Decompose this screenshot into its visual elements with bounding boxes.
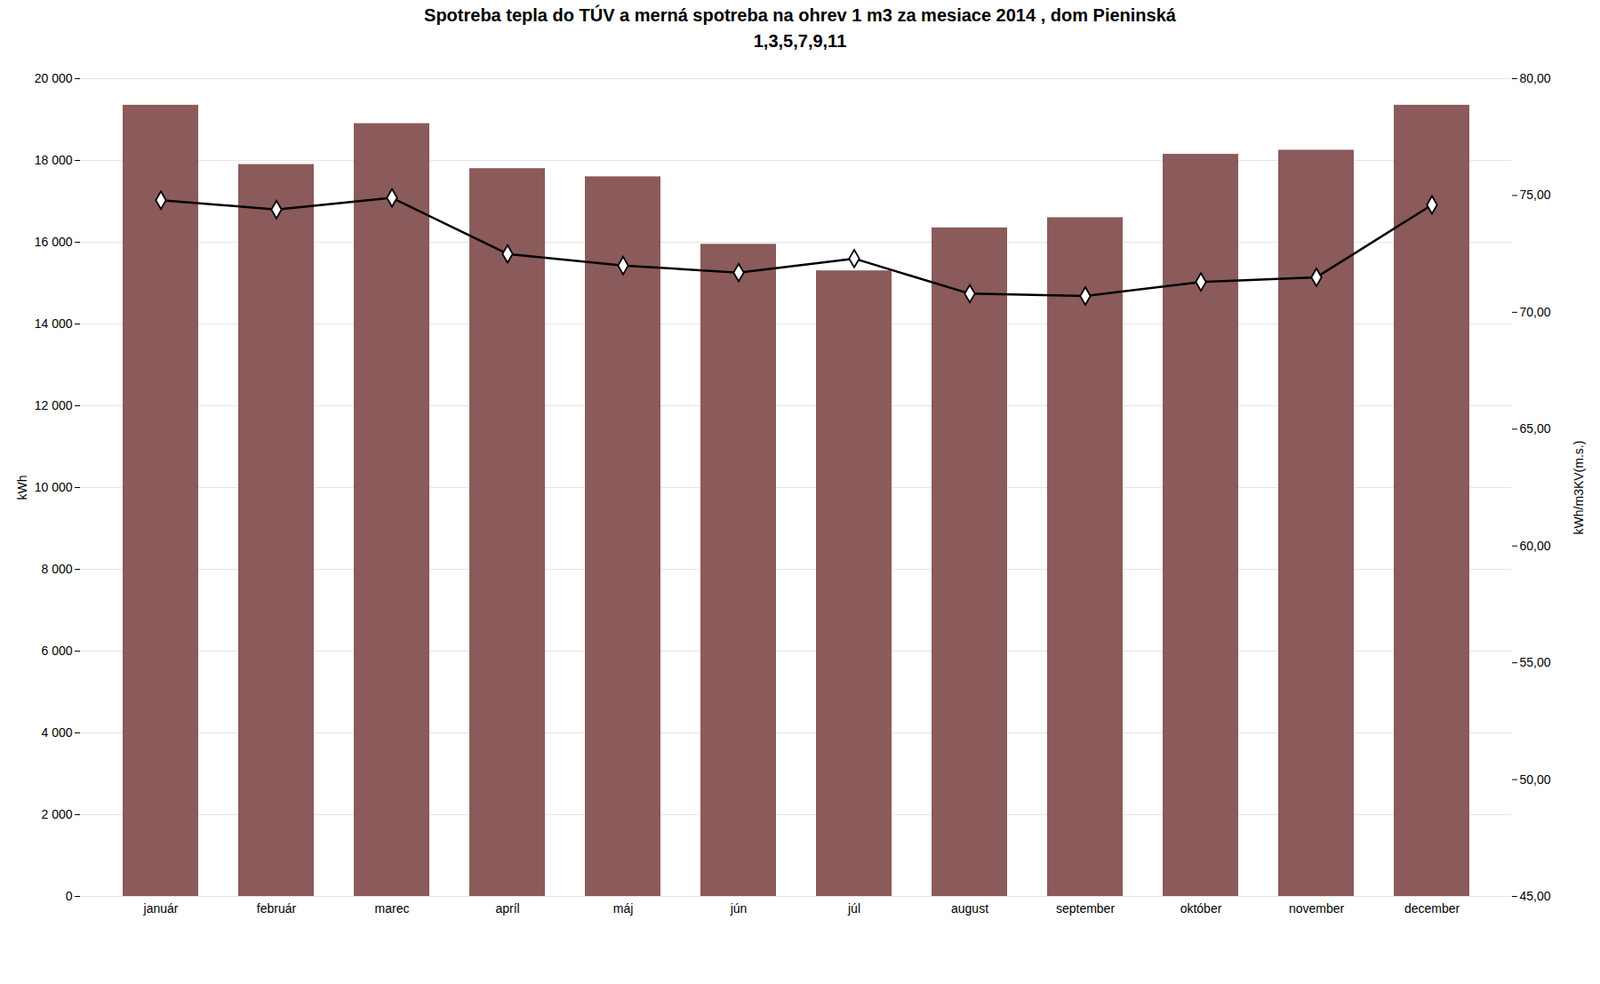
html-text:1,3,5,7,9,11: 1,3,5,7,9,11 xyxy=(753,31,847,51)
svg-text:50,00: 50,00 xyxy=(1520,772,1552,787)
svg-text:kWh: kWh xyxy=(15,475,30,501)
svg-text:august: august xyxy=(951,901,989,916)
svg-text:jún: jún xyxy=(729,901,748,916)
svg-text:máj: máj xyxy=(613,901,634,916)
svg-text:65,00: 65,00 xyxy=(1520,421,1552,436)
svg-text:2 000: 2 000 xyxy=(40,807,72,822)
svg-text:marec: marec xyxy=(375,901,410,916)
svg-text:január: január xyxy=(143,901,179,916)
svg-text:18 000: 18 000 xyxy=(34,152,73,168)
svg-text:júl: júl xyxy=(847,901,861,916)
svg-text:14 000: 14 000 xyxy=(34,316,73,331)
svg-text:február: február xyxy=(256,901,297,916)
svg-text:6 000: 6 000 xyxy=(40,643,72,658)
svg-text:0: 0 xyxy=(65,888,73,904)
svg-text:70,00: 70,00 xyxy=(1520,304,1552,320)
svg-text:80,00: 80,00 xyxy=(1520,71,1552,86)
svg-text:55,00: 55,00 xyxy=(1520,655,1552,670)
svg-text:kWh/m3KV(m.s.): kWh/m3KV(m.s.) xyxy=(1571,440,1586,536)
svg-text:12 000: 12 000 xyxy=(34,398,73,413)
svg-text:45,00: 45,00 xyxy=(1520,888,1552,904)
svg-text:november: november xyxy=(1288,901,1345,916)
svg-text:60,00: 60,00 xyxy=(1520,538,1552,553)
svg-text:december: december xyxy=(1404,901,1461,916)
svg-text:16 000: 16 000 xyxy=(34,234,73,249)
svg-text:apríl: apríl xyxy=(495,901,520,916)
svg-text:4 000: 4 000 xyxy=(40,725,72,740)
svg-text:20 000: 20 000 xyxy=(34,71,73,86)
svg-text:8 000: 8 000 xyxy=(40,561,72,576)
html-text:Spotreba tepla do TÚV a merná: Spotreba tepla do TÚV a merná spotreba n… xyxy=(424,5,1176,25)
svg-text:75,00: 75,00 xyxy=(1520,187,1552,202)
svg-text:10 000: 10 000 xyxy=(34,480,73,495)
svg-text:september: september xyxy=(1056,901,1115,916)
svg-text:október: október xyxy=(1180,901,1223,916)
